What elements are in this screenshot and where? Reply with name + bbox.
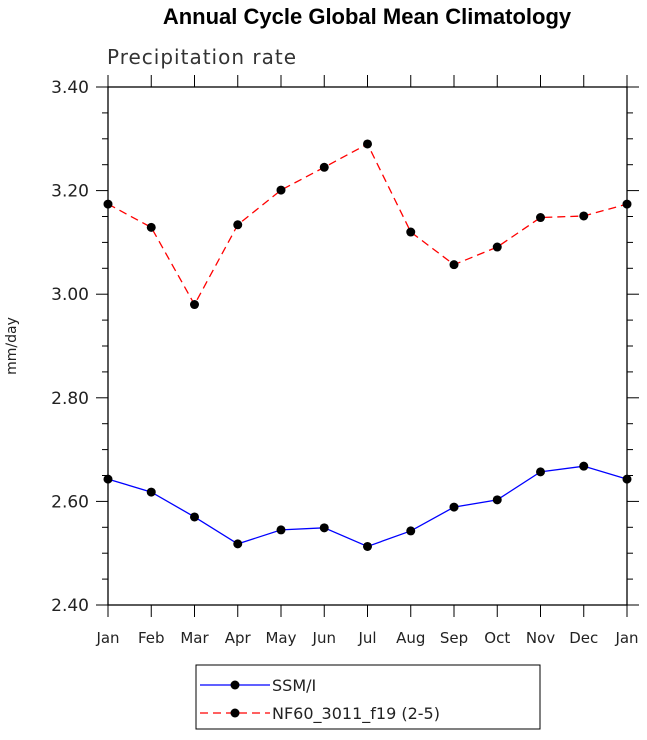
legend-label-1: SSM/I	[272, 676, 316, 695]
series-1-point	[233, 539, 243, 549]
x-tick-label: Sep	[440, 629, 468, 647]
y-tick-label: 2.40	[51, 596, 89, 616]
series-1-point	[190, 512, 199, 522]
x-tick-label: Oct	[484, 629, 510, 647]
legend-label-2: NF60_3011_f19 (2-5)	[272, 704, 440, 724]
series-1-point	[363, 541, 372, 551]
legend: SSM/I NF60_3011_f19 (2-5)	[195, 664, 541, 730]
series-1-point	[579, 461, 589, 471]
x-tick-label: Jan	[614, 629, 638, 647]
x-tick-label: Nov	[526, 629, 555, 647]
series-2-point	[622, 199, 632, 209]
series-line-1	[107, 465, 628, 548]
series-1-point	[103, 474, 113, 484]
series-line-2	[107, 143, 628, 306]
chart-subtitle: Precipitation rate	[107, 45, 297, 69]
x-tick-label: Dec	[569, 629, 598, 647]
series-2-point	[492, 242, 502, 252]
series-2-point	[190, 300, 199, 310]
legend-marker-1	[230, 680, 240, 690]
y-tick-label: 3.20	[51, 182, 89, 202]
x-tick-label: Jun	[312, 629, 336, 647]
series-2-point	[363, 139, 372, 149]
series-1-point	[536, 467, 545, 477]
chart-title: Annual Cycle Global Mean Climatology	[163, 4, 572, 29]
series-2-point	[146, 222, 156, 232]
x-tick-label: Aug	[396, 629, 425, 647]
plot-frame	[107, 86, 628, 606]
series-1-point	[146, 487, 156, 497]
y-tick-label: 2.60	[51, 492, 89, 512]
x-tick-label: Feb	[138, 629, 165, 647]
legend-box	[195, 664, 541, 730]
series-1-point	[319, 523, 329, 533]
series-1-point	[622, 474, 632, 484]
x-tick-label: Jan	[95, 629, 119, 647]
legend-marker-2	[230, 708, 240, 718]
y-tick-label: 3.40	[51, 78, 89, 98]
series-1-point	[449, 502, 459, 512]
series-2-point	[233, 220, 243, 230]
series-2-point	[536, 213, 545, 223]
series-1-point	[492, 495, 502, 505]
y-tick-label: 2.80	[51, 389, 89, 409]
series-1-point	[406, 526, 416, 536]
y-tick-label: 3.00	[51, 285, 89, 305]
series-2-point	[103, 199, 113, 209]
series-1-point	[276, 525, 286, 535]
series-2-point	[579, 211, 589, 221]
series-2-point	[449, 260, 459, 270]
series-2-point	[406, 227, 416, 237]
x-tick-label: May	[265, 629, 296, 647]
x-tick-label: Jul	[357, 629, 376, 647]
y-axis-label: mm/day	[4, 317, 20, 375]
series-2-point	[319, 162, 329, 172]
x-tick-label: Apr	[225, 629, 252, 647]
plot-area: 2.40 2.60 2.80 3.00 3.20 3.40 Jan Feb Mar Apr May J…	[51, 75, 639, 647]
series-2-point	[276, 185, 286, 195]
x-tick-label: Mar	[180, 629, 209, 647]
